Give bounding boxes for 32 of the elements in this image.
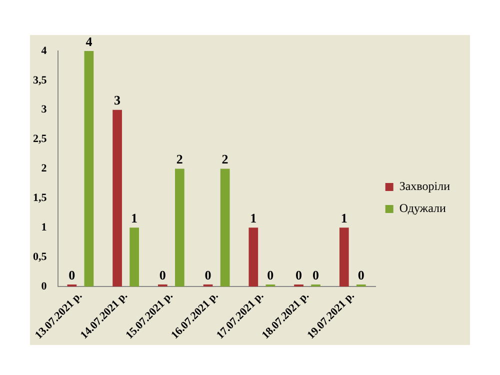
y-tick-label: 2,5 — [33, 133, 48, 146]
data-label: 1 — [340, 210, 348, 226]
bar — [248, 228, 258, 286]
bar — [339, 228, 349, 286]
y-tick-label: 3,5 — [33, 74, 48, 86]
y-tick-label: 0,5 — [33, 250, 48, 263]
legend-label: Захворіли — [399, 179, 451, 194]
data-label: 0 — [312, 267, 320, 282]
data-label: 1 — [250, 210, 257, 226]
bar — [84, 51, 94, 286]
y-tick-label: 3 — [41, 104, 48, 116]
bar — [220, 168, 230, 286]
data-label: 0 — [68, 267, 76, 282]
data-label: 2 — [176, 152, 183, 167]
data-label: 1 — [131, 210, 138, 226]
y-tick-label: 1,5 — [33, 192, 48, 204]
data-label: 0 — [358, 267, 364, 282]
legend-label: Одужали — [399, 201, 446, 216]
bar — [175, 168, 184, 286]
y-tick-label: 1 — [41, 221, 47, 234]
data-label: 0 — [159, 267, 166, 282]
data-label: 2 — [222, 152, 228, 167]
data-label: 3 — [114, 92, 122, 108]
data-label: 0 — [296, 267, 302, 282]
bar — [112, 110, 122, 286]
data-label: 0 — [267, 267, 274, 282]
y-tick-label: 0 — [41, 280, 48, 292]
data-label: 4 — [86, 34, 93, 49]
y-tick-label: 4 — [41, 44, 48, 57]
y-tick-label: 2 — [41, 162, 48, 175]
bar — [130, 228, 139, 286]
data-label: 0 — [204, 267, 212, 282]
